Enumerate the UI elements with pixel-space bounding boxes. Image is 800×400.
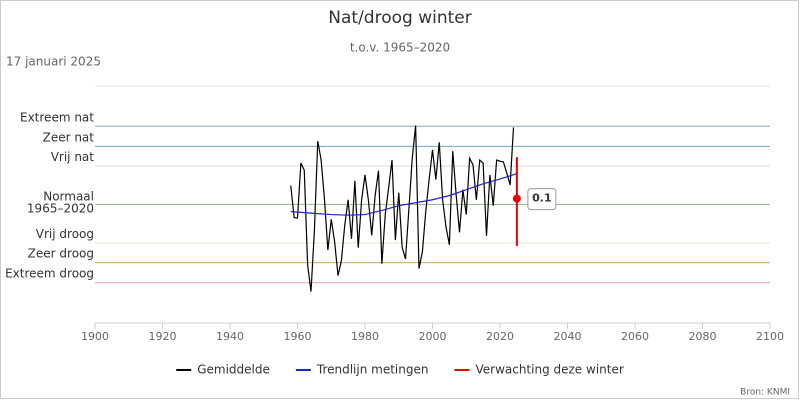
x-tick-label: 1920 — [149, 330, 177, 343]
y-tick-label-line: Vrij droog — [36, 227, 94, 241]
y-tick-label-line: Zeer nat — [43, 130, 95, 144]
x-tick-label: 2040 — [554, 330, 582, 343]
y-tick-label-line: Zeer droog — [28, 246, 94, 260]
y-tick-label-line: Extreem nat — [20, 110, 94, 124]
legend-item: Verwachting deze winter — [454, 363, 624, 377]
y-tick-label-line: Vrij nat — [51, 149, 95, 163]
x-tick-label: 2080 — [689, 330, 717, 343]
legend-label: Verwachting deze winter — [475, 363, 623, 377]
y-tick-label: Zeer droog — [28, 246, 94, 260]
x-tick-label: 2020 — [486, 330, 514, 343]
date: 17 januari 2025 — [6, 55, 101, 69]
y-tick-label: Zeer nat — [43, 130, 95, 144]
forecast-label: 0.1 — [532, 192, 552, 205]
y-tick-label-line: Extreem droog — [5, 266, 94, 280]
y-tick-label: Extreem droog — [5, 266, 94, 280]
legend-item: Gemiddelde — [176, 363, 270, 377]
y-tick-label-line: Normaal — [43, 189, 94, 203]
series-line — [290, 125, 515, 292]
legend-item: Trendlijn metingen — [295, 363, 429, 377]
legend-label: Trendlijn metingen — [316, 363, 429, 377]
x-tick-label: 1980 — [351, 330, 379, 343]
x-tick-label: 2000 — [419, 330, 447, 343]
chart-subtitle: t.o.v. 1965–2020 — [350, 41, 450, 55]
y-tick-label: Vrij nat — [51, 149, 95, 163]
x-tick-label: 1900 — [81, 330, 109, 343]
series-line — [290, 173, 518, 216]
y-tick-label: Vrij droog — [36, 227, 94, 241]
forecast-point — [512, 194, 521, 203]
y-tick-label-line: 1965–2020 — [27, 201, 94, 215]
chart-title: Nat/droog winter — [328, 8, 471, 28]
x-tick-label: 1960 — [284, 330, 312, 343]
x-tick-label: 1940 — [216, 330, 244, 343]
y-tick-label: Normaal 1965–2020 — [27, 189, 94, 215]
source: Bron: KNMI — [740, 388, 790, 398]
legend-label: Gemiddelde — [197, 363, 270, 377]
forecast-label-box — [527, 188, 557, 211]
y-tick-label: Extreem nat — [20, 110, 94, 124]
x-tick-label: 2060 — [621, 330, 649, 343]
x-tick-label: 2100 — [756, 330, 784, 343]
